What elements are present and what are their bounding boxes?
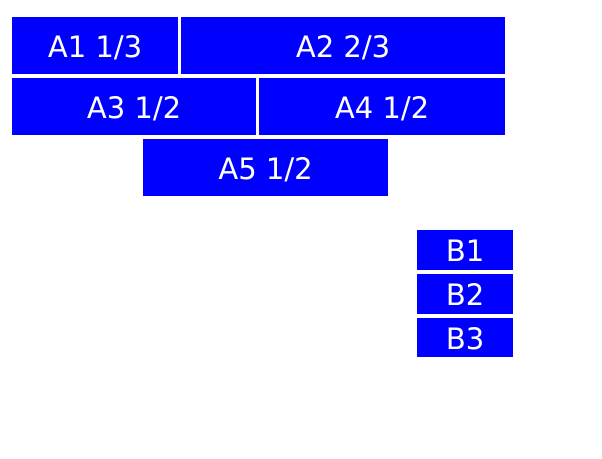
flex-item-a3: A3 1/2 [12,78,256,135]
flex-item-b2: B2 [417,274,513,314]
flex-item-a4: A4 1/2 [259,78,505,135]
flex-item-b1: B1 [417,230,513,270]
flex-item-a1: A1 1/3 [12,17,178,74]
flex-item-a5: A5 1/2 [143,139,388,196]
flex-item-b3: B3 [417,318,513,357]
flex-item-a2: A2 2/3 [181,17,505,74]
